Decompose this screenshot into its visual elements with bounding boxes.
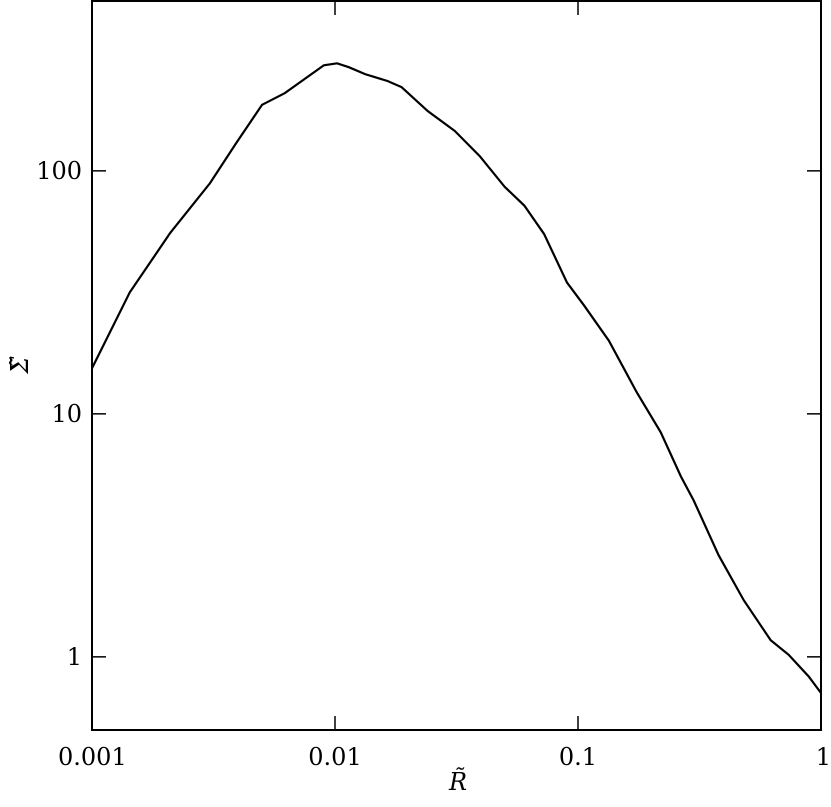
y-tick-label: 10 [51, 400, 82, 428]
y-axis-label: Σ̃ [6, 355, 34, 374]
x-tick-label: 1 [816, 743, 831, 771]
x-tick-label: 0.01 [308, 743, 361, 771]
data-line [91, 62, 822, 694]
x-tick-label: 0.001 [58, 743, 127, 771]
y-tick-label: 100 [36, 157, 82, 185]
plot-frame [91, 0, 822, 731]
x-tick-label: 0.1 [559, 743, 597, 771]
y-tick-label: 1 [67, 643, 82, 671]
x-axis-label: R̃ [448, 768, 467, 796]
